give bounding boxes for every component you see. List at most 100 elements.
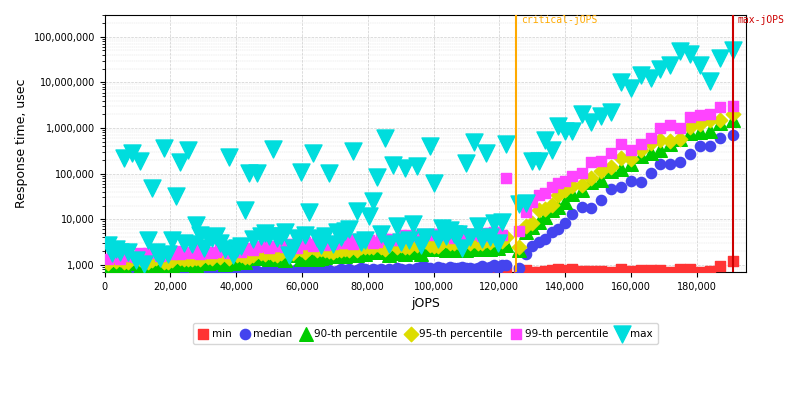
max (479, 150, 492, 156)
min (403, 268, 416, 274)
max (210, 233, 223, 240)
min (326, 270, 339, 277)
min (290, 268, 303, 274)
90-th percentile (102, 264, 114, 270)
99-th percentile (174, 250, 186, 257)
min (222, 272, 235, 278)
99-th percentile (102, 255, 114, 262)
max (122, 249, 134, 255)
95-th percentile (290, 246, 303, 252)
median (575, 204, 588, 210)
min (302, 271, 315, 277)
90-th percentile (463, 243, 476, 249)
median (322, 267, 335, 273)
max (526, 158, 538, 164)
95-th percentile (371, 241, 384, 248)
max (443, 227, 456, 234)
95-th percentile (194, 256, 206, 262)
95-th percentile (186, 256, 198, 262)
99-th percentile (375, 234, 388, 241)
95-th percentile (499, 234, 512, 240)
median (242, 268, 255, 275)
95-th percentile (162, 258, 174, 265)
max (230, 245, 243, 252)
99-th percentile (146, 250, 158, 256)
90-th percentile (130, 259, 142, 265)
95-th percentile (552, 192, 565, 198)
90-th percentile (206, 257, 219, 264)
95-th percentile (118, 259, 130, 266)
max (371, 174, 384, 181)
max (298, 232, 311, 238)
min (230, 269, 243, 275)
99-th percentile (459, 232, 472, 239)
90-th percentile (186, 260, 198, 266)
median (310, 269, 323, 275)
95-th percentile (146, 257, 158, 263)
90-th percentile (391, 246, 404, 253)
min (282, 269, 295, 275)
min (110, 270, 122, 277)
min (102, 269, 114, 275)
95-th percentile (459, 238, 472, 244)
min (395, 268, 408, 274)
median (463, 264, 476, 271)
95-th percentile (526, 220, 538, 226)
min (714, 263, 726, 269)
max (566, 128, 578, 134)
99-th percentile (403, 232, 416, 238)
min (150, 272, 162, 278)
90-th percentile (282, 252, 295, 258)
95-th percentile (447, 240, 460, 246)
median (226, 268, 239, 274)
95-th percentile (182, 256, 194, 262)
95-th percentile (383, 240, 396, 246)
min (162, 272, 174, 279)
max (334, 234, 347, 240)
max (246, 236, 259, 242)
99-th percentile (162, 250, 174, 256)
99-th percentile (483, 230, 496, 236)
min (419, 267, 432, 273)
95-th percentile (363, 244, 376, 250)
max (110, 246, 122, 252)
min (399, 269, 412, 276)
min (266, 270, 279, 277)
90-th percentile (726, 117, 739, 123)
90-th percentile (258, 253, 271, 259)
90-th percentile (383, 252, 396, 258)
median (694, 143, 706, 149)
90-th percentile (134, 264, 146, 270)
95-th percentile (338, 246, 351, 252)
90-th percentile (118, 263, 130, 270)
min (499, 268, 512, 274)
min (250, 270, 263, 276)
median (634, 178, 647, 185)
max (487, 219, 500, 226)
90-th percentile (230, 259, 243, 266)
95-th percentile (479, 237, 492, 243)
95-th percentile (483, 239, 496, 245)
median (166, 269, 178, 276)
90-th percentile (190, 262, 202, 268)
min (439, 269, 452, 275)
90-th percentile (290, 252, 303, 258)
max (142, 237, 154, 244)
median (150, 270, 162, 276)
median (262, 266, 275, 273)
99-th percentile (286, 241, 299, 248)
95-th percentile (254, 250, 267, 256)
90-th percentile (254, 254, 267, 261)
max (475, 236, 488, 242)
median (491, 265, 504, 271)
99-th percentile (491, 229, 504, 235)
90-th percentile (443, 247, 456, 253)
99-th percentile (234, 248, 247, 255)
99-th percentile (499, 175, 512, 181)
90-th percentile (499, 242, 512, 248)
max (532, 158, 545, 164)
max (379, 135, 392, 141)
max (491, 240, 504, 246)
max (322, 170, 335, 176)
min (625, 268, 638, 274)
